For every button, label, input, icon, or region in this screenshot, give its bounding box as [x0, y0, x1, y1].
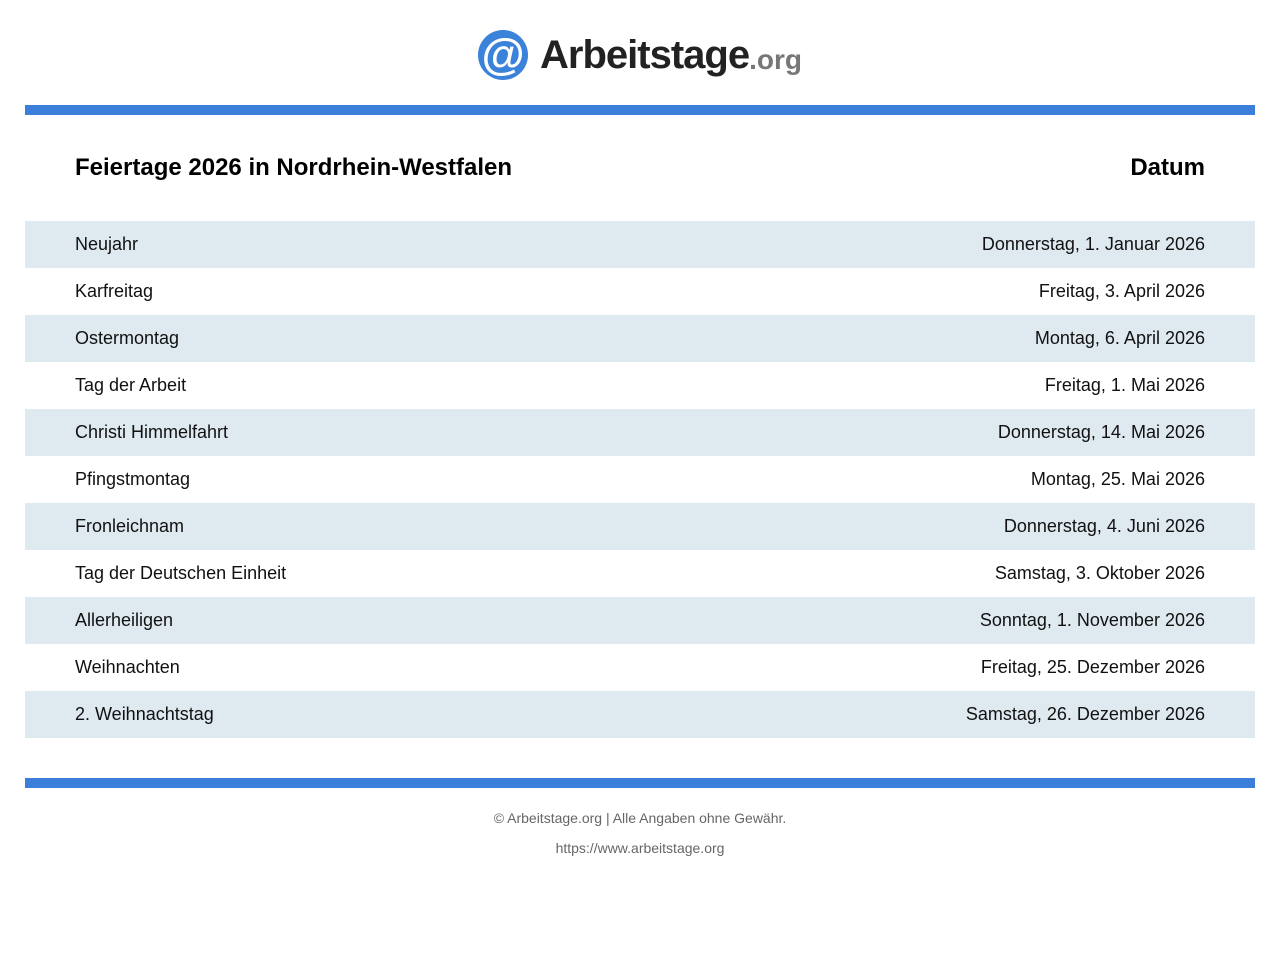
holiday-date: Donnerstag, 4. Juni 2026: [778, 503, 1255, 550]
holiday-date: Freitag, 3. April 2026: [1038, 281, 1205, 301]
holiday-name: 2. Weihnachtstag: [25, 691, 779, 738]
logo-name: Arbeitstage: [540, 32, 750, 77]
holiday-name: Weihnachten: [75, 657, 180, 677]
table-row: Allerheiligen Sonntag, 1. November 2026: [25, 597, 1255, 644]
holiday-date: Samstag, 3. Oktober 2026: [994, 563, 1205, 583]
logo-tld: .org: [749, 44, 802, 75]
holiday-date: Samstag, 26. Dezember 2026: [778, 691, 1255, 738]
footer-url[interactable]: https://www.arbeitstage.org: [555, 840, 725, 856]
table-title: Feiertage 2026 in Nordrhein-Westfalen: [75, 154, 513, 181]
holiday-date: Freitag, 25. Dezember 2026: [980, 657, 1205, 677]
table-row: Karfreitag Freitag, 3. April 2026: [25, 268, 1255, 315]
holiday-name: Pfingstmontag: [75, 469, 191, 489]
table-row: Tag der Deutschen Einheit Samstag, 3. Okt…: [25, 550, 1255, 597]
at-sign-icon: @: [478, 30, 529, 80]
holiday-name: Tag der Arbeit: [75, 375, 187, 395]
holiday-name: Christi Himmelfahrt: [25, 409, 779, 456]
table-row: Weihnachten Freitag, 25. Dezember 2026: [25, 644, 1255, 691]
table-row: 2. Weihnachtstag Samstag, 26. Dezember 20…: [25, 691, 1255, 738]
table-row: Fronleichnam Donnerstag, 4. Juni 2026: [25, 503, 1255, 550]
holiday-name: Fronleichnam: [25, 503, 779, 550]
holiday-name: Neujahr: [25, 221, 779, 268]
table-row: Ostermontag Montag, 6. April 2026: [25, 315, 1255, 362]
holiday-date: Montag, 25. Mai 2026: [1030, 469, 1205, 489]
holiday-name: Karfreitag: [75, 281, 154, 301]
holiday-name: Ostermontag: [25, 315, 779, 362]
holiday-name: Tag der Deutschen Einheit: [75, 563, 287, 583]
holiday-table: Feiertage 2026 in Nordrhein-Westfalen Da…: [25, 115, 1255, 738]
footer-copyright: © Arbeitstage.org | Alle Angaben ohne Ge…: [493, 810, 787, 826]
table-row: Tag der Arbeit Freitag, 1. Mai 2026: [25, 362, 1255, 409]
top-divider: [25, 105, 1255, 115]
table-row: Christi Himmelfahrt Donnerstag, 14. Mai 2…: [25, 409, 1255, 456]
holiday-date: Sonntag, 1. November 2026: [778, 597, 1255, 644]
holiday-date: Donnerstag, 14. Mai 2026: [778, 409, 1255, 456]
logo[interactable]: @ Arbeitstage .org: [0, 30, 1280, 80]
holiday-name: Allerheiligen: [25, 597, 779, 644]
holiday-date: Montag, 6. April 2026: [778, 315, 1255, 362]
bottom-divider: [25, 778, 1255, 788]
table-row: Neujahr Donnerstag, 1. Januar 2026: [25, 221, 1255, 268]
table-row: Pfingstmontag Montag, 25. Mai 2026: [25, 456, 1255, 503]
date-header: Datum: [1130, 154, 1205, 181]
holiday-date: Freitag, 1. Mai 2026: [1044, 375, 1205, 395]
holiday-date: Donnerstag, 1. Januar 2026: [778, 221, 1255, 268]
